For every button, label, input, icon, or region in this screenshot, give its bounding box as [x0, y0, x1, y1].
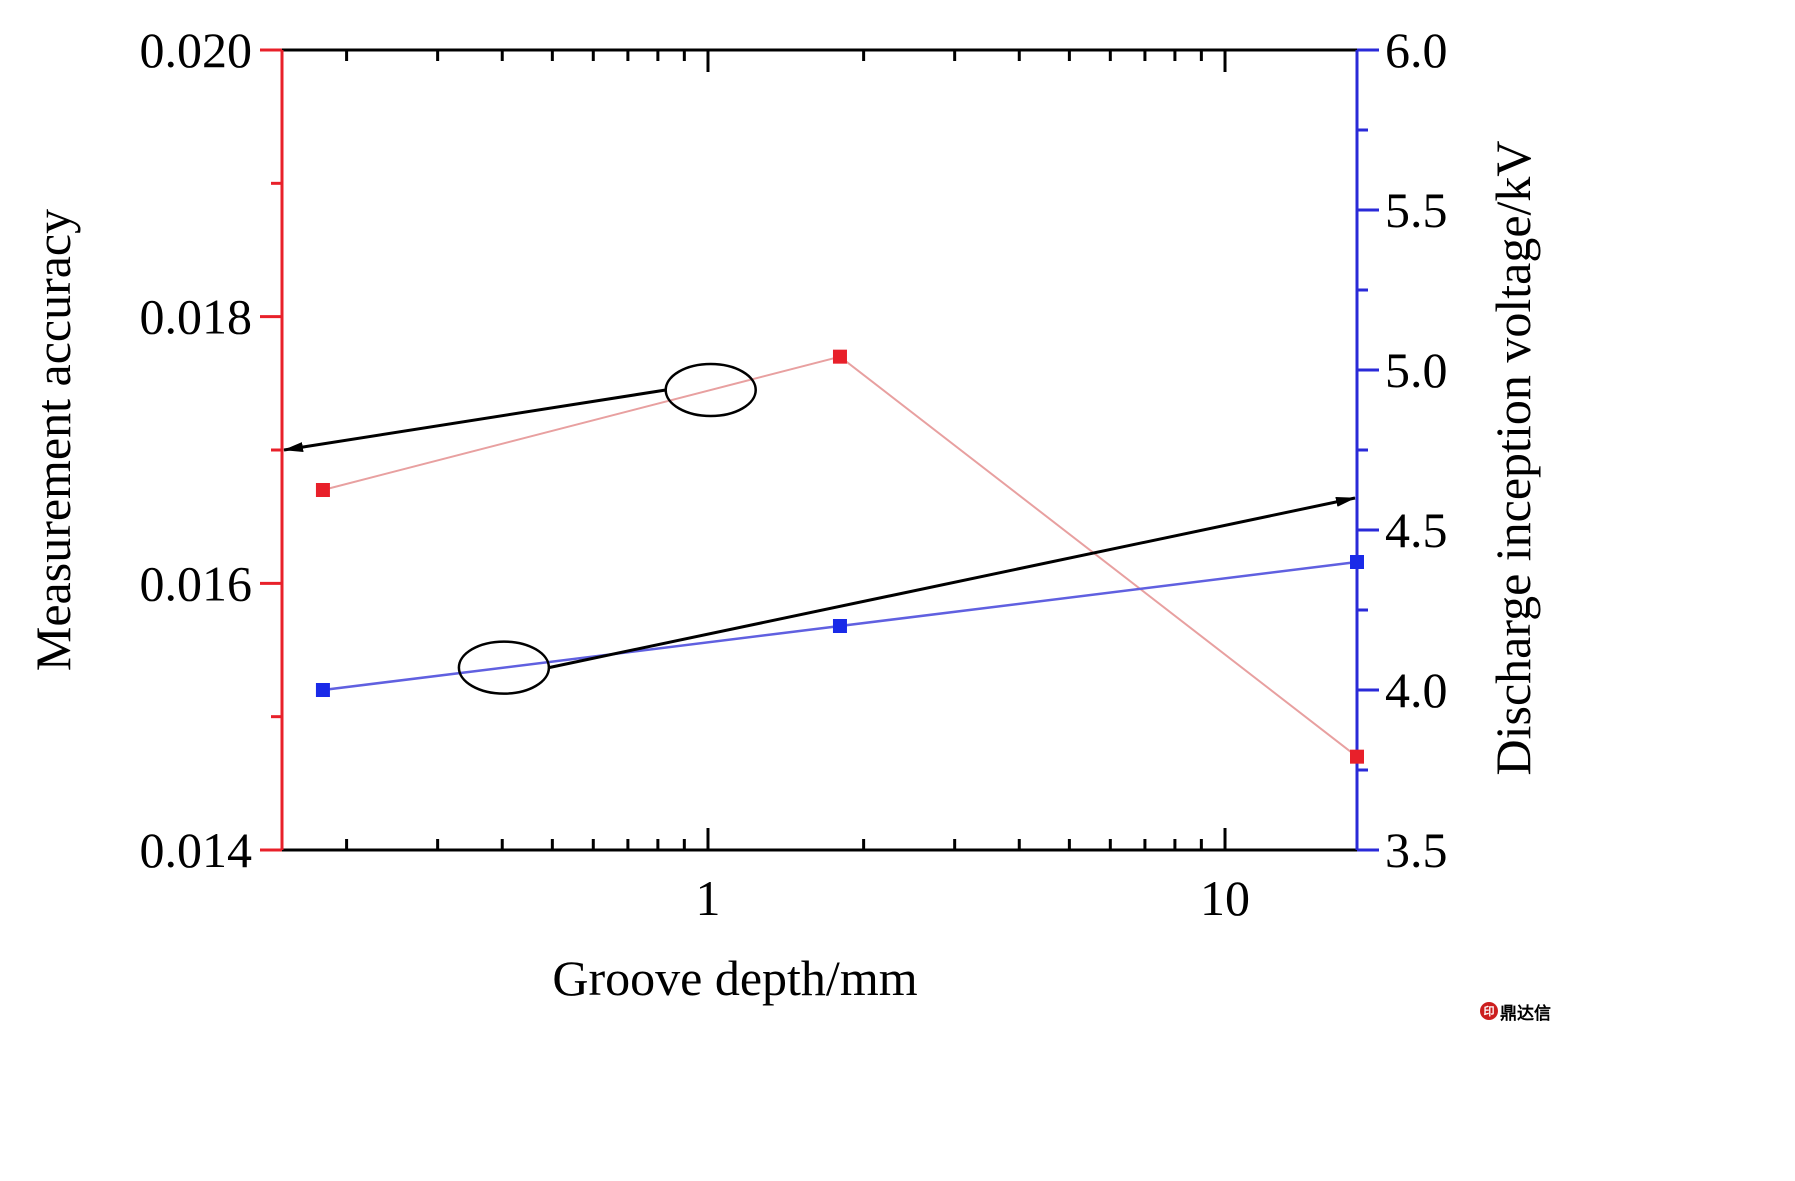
data-point	[1350, 555, 1364, 569]
plot-frame	[264, 48, 1375, 852]
voltage-callout	[457, 496, 1356, 695]
right-y-tick-label: 5.5	[1385, 182, 1448, 238]
right-y-tick-label: 3.5	[1385, 822, 1448, 878]
data-point	[315, 683, 330, 697]
accuracy-callout	[283, 362, 757, 452]
left-y-tick-label: 0.014	[140, 822, 253, 878]
x-tick-label: 1	[695, 870, 720, 926]
watermark: 印 鼎达信	[1480, 998, 1558, 1024]
series-measurement-accuracy	[315, 349, 1364, 764]
callout-arrow	[283, 388, 666, 452]
left-y-axis-title: Measurement accuracy	[25, 209, 81, 671]
watermark-logo-icon: 印	[1480, 1002, 1498, 1020]
right-y-axis-title: Discharge inception voltage/kV	[1485, 140, 1541, 775]
watermark-text: 鼎达信	[1500, 1003, 1551, 1024]
series-line	[322, 355, 1358, 758]
left-y-tick-label: 0.020	[140, 22, 253, 78]
right-y-tick-label: 4.5	[1385, 502, 1448, 558]
x-axis-title: Groove depth/mm	[552, 950, 917, 1006]
data-point	[315, 483, 330, 497]
data-point	[832, 619, 847, 633]
x-axis-ticks: 1 10	[345, 50, 1250, 926]
annotation-layer	[283, 362, 1356, 695]
series-discharge-voltage	[315, 555, 1364, 697]
series-layer	[315, 349, 1364, 764]
right-y-tick-label: 5.0	[1385, 342, 1448, 398]
right-y-tick-label: 4.0	[1385, 662, 1448, 718]
data-point	[1350, 749, 1364, 764]
left-y-axis-ticks: 0.014 0.016 0.018 0.020	[140, 22, 282, 878]
x-tick-label: 10	[1200, 870, 1250, 926]
left-y-tick-label: 0.018	[140, 289, 253, 345]
left-y-tick-label: 0.016	[140, 555, 253, 611]
callout-arrow	[548, 496, 1356, 670]
data-point	[832, 349, 847, 364]
right-y-axis-ticks: 3.5 4.0 4.5 5.0 5.5 6.0	[1357, 22, 1448, 878]
dual-axis-line-chart: 1 10 0.014 0.016 0.018 0.020 3.5 4.0 4.5 5.0 5.5…	[25, 22, 1541, 1006]
right-y-tick-label: 6.0	[1385, 22, 1448, 78]
